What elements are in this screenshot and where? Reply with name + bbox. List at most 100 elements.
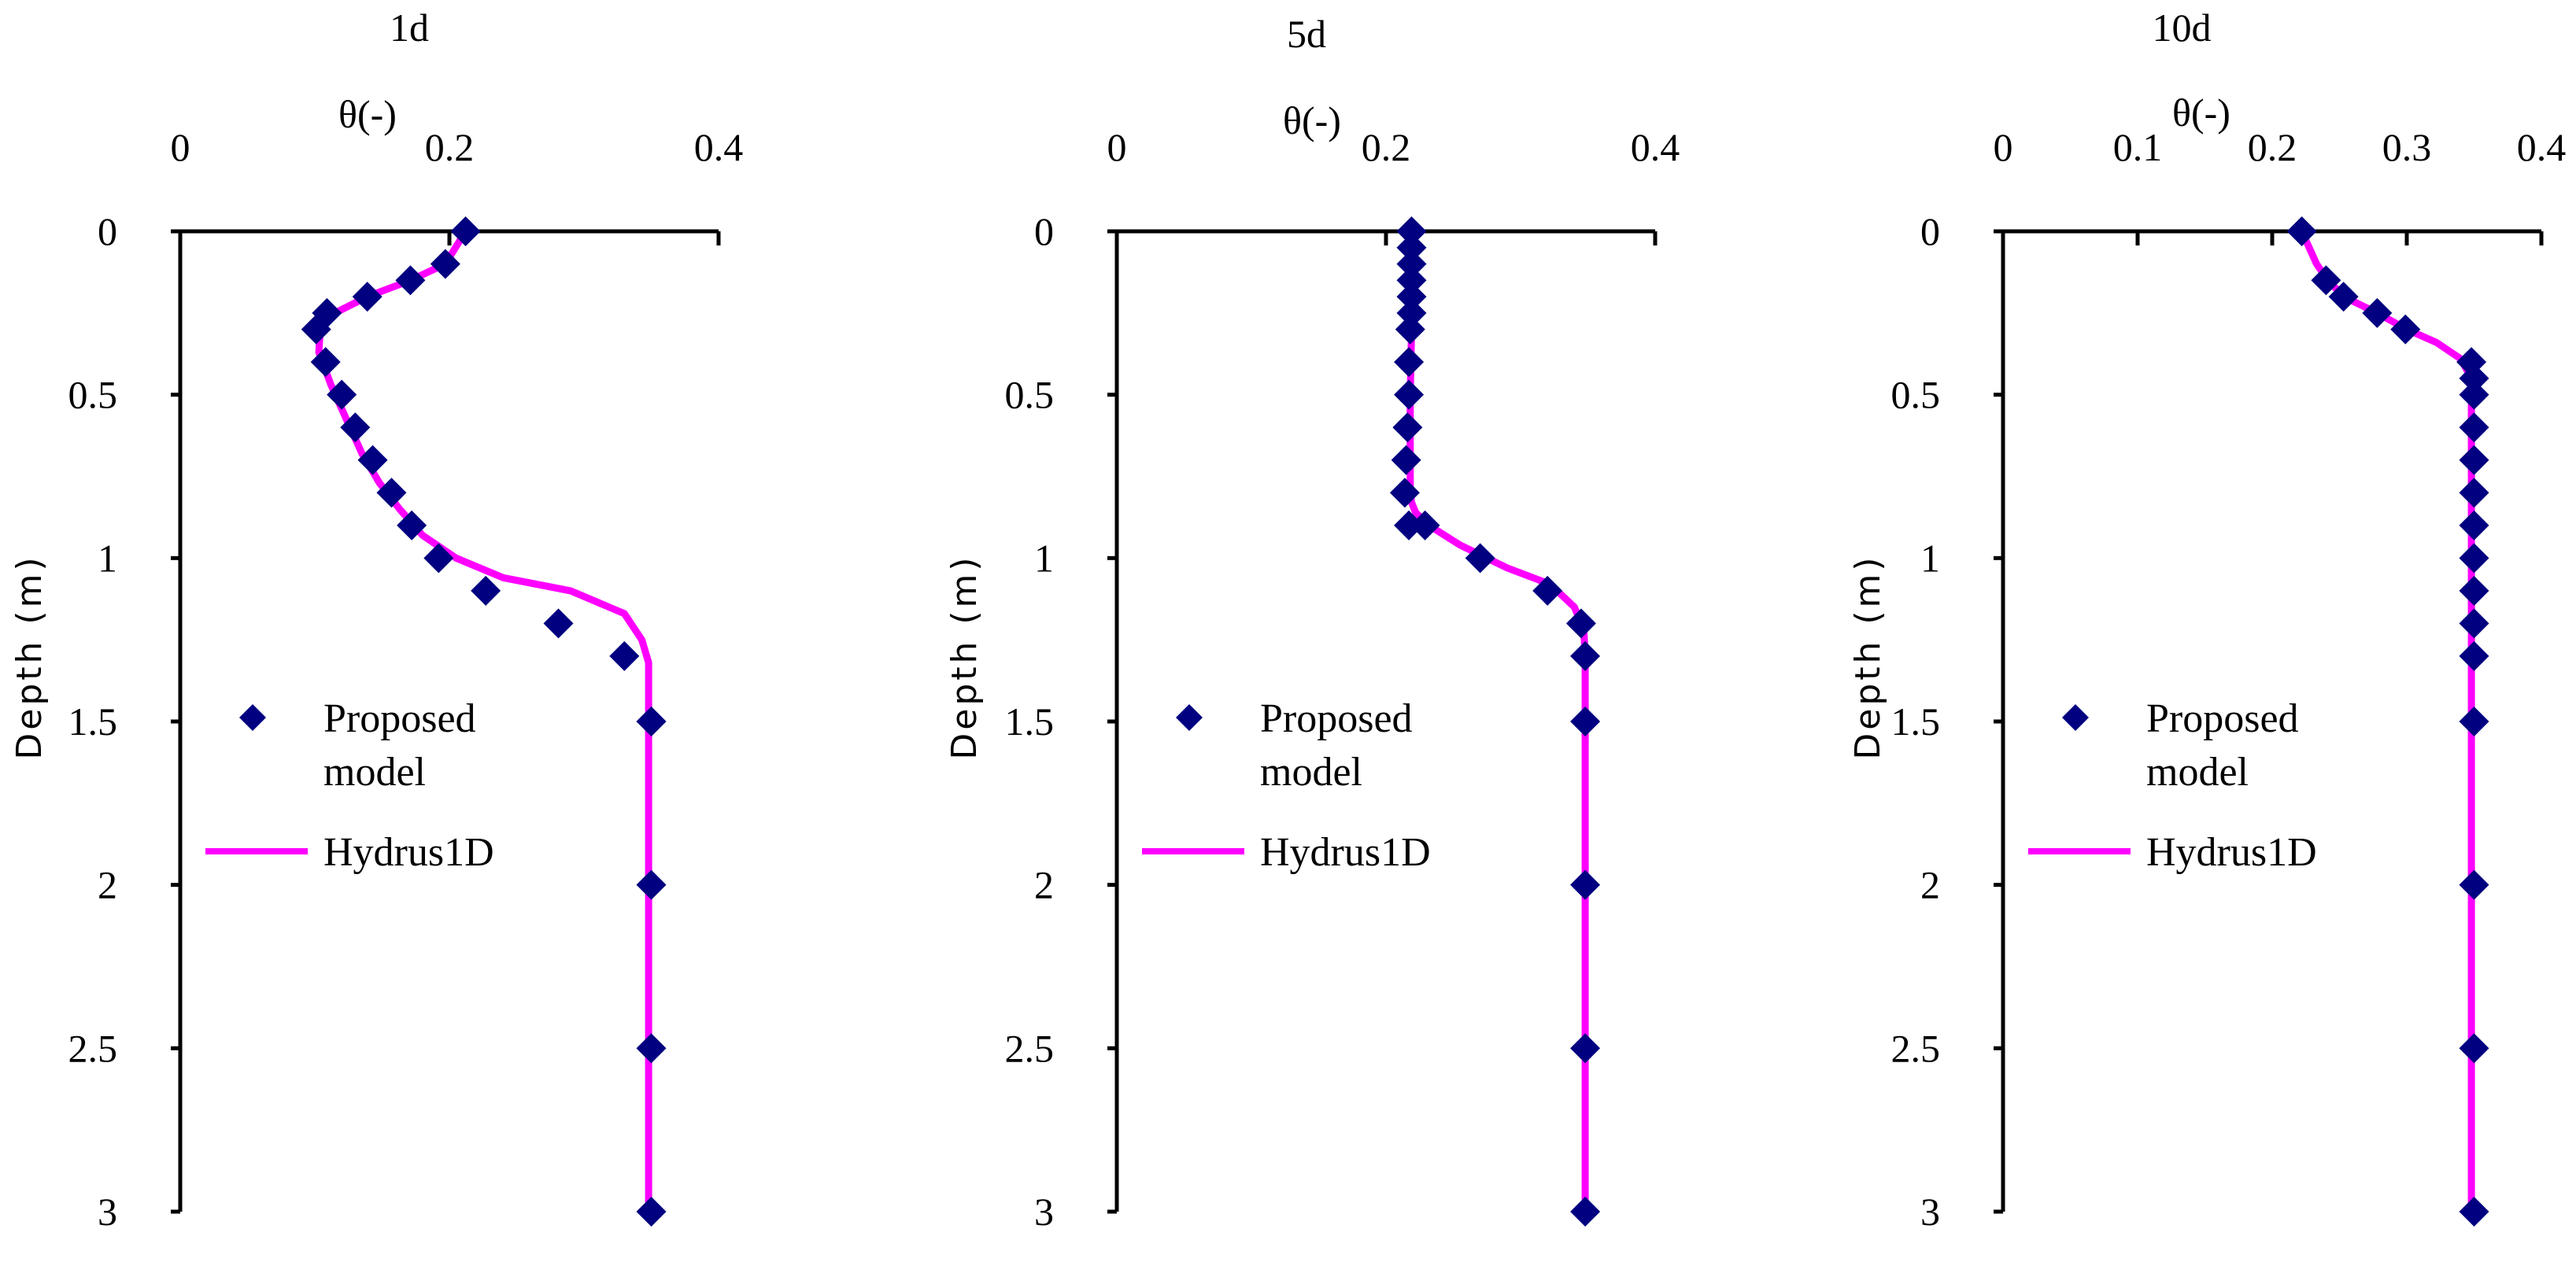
y-tick-label: 0 <box>1920 209 1940 253</box>
chart-panel-5d: 5d θ(-) Depth (m) 0 0.2 0.4 0 0.5 1 1.5 2 2.5 3 Propo… <box>944 12 1680 1234</box>
y-tick-label: 1.5 <box>1891 699 1941 744</box>
data-point-proposed-model <box>1396 297 1427 328</box>
legend-label-proposed: Proposed <box>323 696 476 741</box>
series-line-hydrus1d <box>2298 227 2475 1216</box>
data-point-proposed-model <box>2459 412 2489 443</box>
y-axis-label: Depth (m) <box>9 554 50 759</box>
legend-marker-proposed-model <box>239 704 266 731</box>
data-point-proposed-model <box>1570 869 1601 900</box>
y-axis-label: Depth (m) <box>944 554 985 759</box>
series-line-hydrus1d <box>1406 227 1589 1216</box>
data-point-proposed-model <box>2390 314 2421 345</box>
data-point-proposed-model <box>301 314 331 345</box>
data-point-proposed-model <box>310 347 341 378</box>
data-point-proposed-model <box>1396 232 1427 263</box>
y-tick-label: 3 <box>1920 1190 1940 1234</box>
data-point-proposed-model <box>1465 543 1495 574</box>
data-point-proposed-model <box>376 478 407 508</box>
x-tick-label: 0.3 <box>2382 125 2432 169</box>
x-tick-label: 0 <box>1107 125 1127 169</box>
data-point-proposed-model <box>2286 216 2317 246</box>
data-point-proposed-model <box>2459 510 2489 541</box>
y-tick-label: 3 <box>1034 1190 1054 1234</box>
data-point-proposed-model <box>327 379 357 410</box>
y-tick-label: 0.5 <box>1005 373 1055 417</box>
data-point-proposed-model <box>395 265 426 296</box>
data-point-proposed-model <box>1532 575 1563 606</box>
legend: Proposed model Hydrus1D <box>2028 696 2317 875</box>
legend: Proposed model Hydrus1D <box>1142 696 1431 875</box>
x-axis-label: θ(-) <box>2172 90 2230 135</box>
legend-marker-proposed-model <box>2062 704 2089 731</box>
data-point-proposed-model <box>1396 249 1427 279</box>
y-tick-label: 2.5 <box>68 1026 118 1070</box>
data-point-proposed-model <box>636 869 667 900</box>
y-tick-label: 1 <box>1034 536 1054 580</box>
data-point-proposed-model <box>2459 445 2489 475</box>
legend-label-proposed: Proposed <box>2146 696 2299 741</box>
y-tick-label: 2 <box>1034 863 1054 907</box>
data-point-proposed-model <box>1570 640 1601 671</box>
legend-label-model: model <box>2146 750 2249 795</box>
x-tick-label: 0 <box>171 125 190 169</box>
data-point-proposed-model <box>2362 297 2393 328</box>
y-tick-label: 2 <box>98 863 117 907</box>
data-point-proposed-model <box>609 640 640 671</box>
data-point-proposed-model <box>450 216 481 246</box>
x-tick-label: 0.2 <box>2248 125 2297 169</box>
data-point-proposed-model <box>1570 1197 1601 1227</box>
legend-label-hydrus1d: Hydrus1D <box>1260 830 1431 875</box>
data-point-proposed-model <box>1565 608 1596 639</box>
y-tick-label: 3 <box>98 1190 117 1234</box>
data-point-proposed-model <box>1396 282 1427 312</box>
y-tick-label: 2.5 <box>1891 1026 1941 1070</box>
data-point-proposed-model <box>1392 412 1423 443</box>
legend-label-proposed: Proposed <box>1260 696 1413 741</box>
legend-marker-proposed-model <box>1176 704 1203 731</box>
data-point-proposed-model <box>2459 1033 2489 1064</box>
data-point-proposed-model <box>423 543 454 574</box>
legend-label-hydrus1d: Hydrus1D <box>323 830 494 875</box>
legend-label-model: model <box>1260 750 1362 795</box>
data-point-proposed-model <box>2459 707 2489 736</box>
series-line-hydrus1d <box>315 227 652 1216</box>
legend-label-hydrus1d: Hydrus1D <box>2146 830 2317 875</box>
data-point-proposed-model <box>636 1197 667 1227</box>
data-point-proposed-model <box>1395 314 1425 345</box>
data-point-proposed-model <box>1391 445 1421 475</box>
data-point-proposed-model <box>1570 707 1601 736</box>
y-tick-label: 1 <box>98 536 117 580</box>
y-tick-label: 1 <box>1920 536 1940 580</box>
data-point-proposed-model <box>1570 1033 1601 1064</box>
chart-panel-10d: 10d θ(-) Depth (m) 0 0.1 0.2 0.3 0.4 0 0.5 1 1.5 2 2.… <box>1848 6 2566 1234</box>
data-point-proposed-model <box>2459 1197 2489 1227</box>
data-point-proposed-model <box>1396 216 1427 246</box>
data-point-proposed-model <box>1410 510 1440 541</box>
data-point-proposed-model <box>2311 265 2341 296</box>
data-point-proposed-model <box>352 282 383 312</box>
data-point-proposed-model <box>1394 379 1425 410</box>
chart-title: 10d <box>2153 6 2212 50</box>
data-point-proposed-model <box>471 575 501 606</box>
y-tick-label: 0 <box>1034 209 1054 253</box>
data-point-proposed-model <box>2328 282 2359 312</box>
chart-panel-1d: 1d θ(-) Depth (m) 0 0.2 0.4 0 0.5 1 1.5 2 2.5 3 Propo… <box>9 6 743 1234</box>
data-point-proposed-model <box>430 249 460 279</box>
x-tick-label: 0.4 <box>1631 125 1680 169</box>
x-axis-label: θ(-) <box>1283 98 1341 142</box>
data-point-proposed-model <box>2459 379 2489 410</box>
x-tick-label: 0.4 <box>694 125 744 169</box>
chart-title: 5d <box>1287 12 1326 56</box>
y-axis-label: Depth (m) <box>1848 554 1888 759</box>
x-tick-label: 0.1 <box>2113 125 2163 169</box>
y-tick-label: 0.5 <box>1891 373 1941 417</box>
y-tick-label: 0 <box>98 209 117 253</box>
x-tick-label: 0.4 <box>2517 125 2567 169</box>
legend: Proposed model Hydrus1D <box>205 696 494 875</box>
data-point-proposed-model <box>636 1033 667 1064</box>
x-axis-label: θ(-) <box>338 92 397 136</box>
y-tick-label: 2.5 <box>1005 1026 1055 1070</box>
y-tick-label: 0.5 <box>68 373 118 417</box>
y-tick-label: 1.5 <box>68 699 118 744</box>
